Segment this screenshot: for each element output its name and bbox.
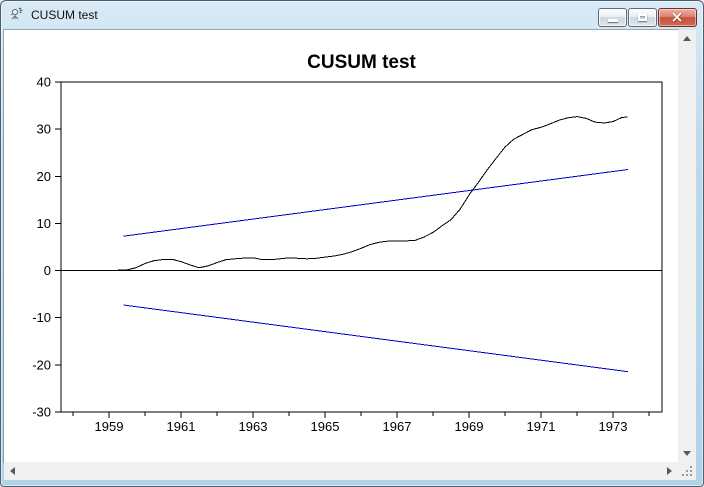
svg-text:30: 30: [37, 122, 51, 137]
svg-text:10: 10: [37, 216, 51, 231]
lower-bound-line: [123, 304, 629, 373]
arrow-up-icon: [683, 36, 691, 41]
y-axis-ticks: -30 -20 -10 0 10 20 30 40: [32, 75, 61, 420]
close-icon: [672, 12, 683, 23]
vertical-scrollbar[interactable]: [678, 30, 696, 462]
svg-text:1965: 1965: [311, 419, 340, 434]
scroll-left-button[interactable]: [4, 462, 21, 480]
plot-border: [60, 81, 663, 413]
window-title: CUSUM test: [31, 8, 98, 22]
chart-title: CUSUM test: [307, 52, 416, 73]
maximize-button[interactable]: [628, 8, 657, 27]
svg-text:1967: 1967: [383, 419, 412, 434]
scroll-down-button[interactable]: [678, 445, 696, 462]
x-axis-minor-ticks: [72, 412, 650, 416]
svg-text:0: 0: [44, 263, 51, 278]
svg-text:20: 20: [37, 169, 51, 184]
svg-text:1971: 1971: [527, 419, 556, 434]
svg-text:1959: 1959: [95, 419, 124, 434]
arrow-right-icon: [667, 467, 672, 475]
cusum-chart: CUSUM test -30 -20 -10 0 10 20 30 40 1959 1961 1963…: [32, 52, 663, 434]
upper-bound-line: [123, 169, 629, 237]
svg-text:-20: -20: [32, 357, 51, 372]
window-controls: [597, 8, 697, 27]
chart-canvas: CUSUM test -30 -20 -10 0 10 20 30 40 1959 1961 1963…: [4, 30, 678, 462]
svg-text:1969: 1969: [455, 419, 484, 434]
svg-text:-30: -30: [32, 405, 51, 420]
horizontal-scrollbar[interactable]: [4, 462, 678, 480]
resize-grip-icon[interactable]: [681, 465, 694, 478]
svg-text:-10: -10: [32, 310, 51, 325]
svg-text:1961: 1961: [167, 419, 196, 434]
arrow-left-icon: [10, 467, 15, 475]
svg-text:1973: 1973: [599, 419, 628, 434]
svg-text:1963: 1963: [239, 419, 268, 434]
cusum-line: [118, 116, 628, 271]
minimize-icon: [607, 19, 618, 22]
gretl-app-icon[interactable]: [9, 7, 25, 23]
close-button[interactable]: [658, 8, 697, 27]
scroll-right-button[interactable]: [661, 462, 678, 480]
gretl-sketch-icon: [10, 7, 23, 20]
maximize-icon: [638, 14, 647, 21]
minimize-button[interactable]: [598, 8, 627, 27]
titlebar[interactable]: CUSUM test: [0, 0, 704, 30]
arrow-down-icon: [683, 451, 691, 456]
resize-corner: [678, 462, 696, 480]
x-axis-ticks: 1959 1961 1963 1965 1967 1969 1971 1973: [95, 412, 628, 434]
svg-text:40: 40: [37, 75, 51, 90]
scroll-up-button[interactable]: [678, 30, 696, 47]
